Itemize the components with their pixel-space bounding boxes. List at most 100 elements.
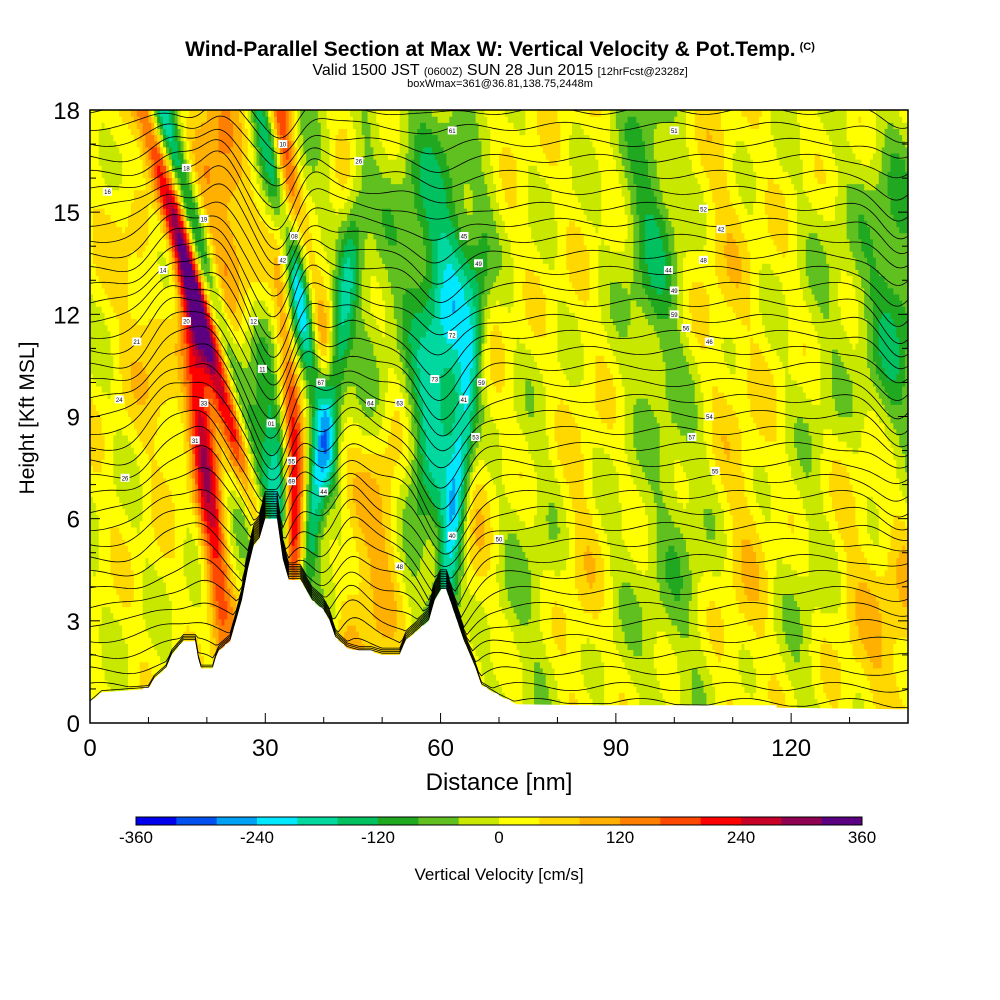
w-cell [127,208,132,215]
w-cell [104,404,109,411]
w-cell [154,612,158,620]
w-cell [171,557,176,565]
w-cell [136,306,141,313]
w-cell [110,201,114,209]
w-cell [151,134,155,142]
w-cell [122,680,126,687]
w-cell [125,336,129,344]
w-cell [95,637,100,644]
w-cell [92,680,97,687]
w-cell [154,526,158,534]
w-cell [171,324,176,332]
w-cell [139,673,144,681]
w-cell [98,110,103,117]
w-cell [110,434,114,442]
w-cell [92,134,97,142]
w-cell [145,128,150,136]
w-cell [160,600,164,608]
w-cell [168,447,173,454]
w-cell [171,490,176,497]
w-cell [154,367,158,375]
w-cell [113,226,117,234]
w-cell [168,220,173,228]
w-cell [136,680,141,687]
w-cell [133,526,138,534]
w-cell [160,220,164,228]
w-cell [139,416,144,424]
w-cell [119,232,123,240]
w-cell [107,165,112,172]
w-cell [168,226,173,234]
w-cell [154,631,158,638]
w-cell [90,686,94,693]
w-cell [157,520,161,528]
w-cell [116,367,120,375]
w-cell [133,551,138,559]
w-cell [145,140,150,148]
w-cell [101,152,106,160]
w-cell [122,588,126,595]
w-cell [98,146,103,154]
w-cell [165,379,170,387]
w-cell [148,134,152,142]
w-cell [98,680,103,687]
w-cell [113,140,117,148]
w-cell [157,624,161,632]
w-cell [104,140,109,148]
w-cell [145,404,150,411]
w-cell [160,667,164,675]
w-cell [160,649,164,657]
w-cell [139,667,144,675]
w-cell [171,422,176,430]
w-cell [92,545,97,552]
w-cell [127,447,132,454]
w-cell [101,269,106,277]
w-cell [116,318,120,326]
w-cell [122,355,126,362]
w-cell [154,575,158,583]
w-cell [142,152,147,160]
w-cell [122,459,126,467]
w-cell [165,502,170,510]
w-cell [98,152,103,160]
w-cell [92,606,97,614]
w-cell [168,465,173,473]
w-cell [168,342,173,350]
w-cell [122,226,126,234]
w-cell [110,673,114,681]
w-cell [98,434,103,442]
w-cell [145,171,150,179]
w-cell [122,539,126,546]
w-cell [107,575,112,583]
w-cell [148,557,152,565]
w-cell [110,471,114,479]
w-cell [171,116,176,123]
w-cell [107,183,112,191]
w-cell [130,575,135,583]
w-cell [142,385,147,393]
w-cell [160,391,164,399]
w-cell [148,637,152,644]
w-cell [142,128,147,136]
w-cell [107,526,112,534]
w-cell [145,673,150,681]
w-cell [122,667,126,675]
w-cell [168,410,173,418]
w-cell [113,355,117,362]
w-cell [101,220,106,228]
w-cell [157,257,161,264]
w-cell [165,569,170,577]
w-cell [148,250,152,258]
w-cell [148,661,152,669]
w-cell [165,324,170,332]
w-cell [142,447,147,454]
w-cell [145,355,150,362]
w-cell [98,514,103,522]
w-cell [171,588,176,595]
w-cell [133,434,138,442]
w-cell [113,110,117,117]
w-cell [101,618,106,626]
w-cell [104,385,109,393]
w-cell [174,244,179,252]
w-cell [148,342,152,350]
